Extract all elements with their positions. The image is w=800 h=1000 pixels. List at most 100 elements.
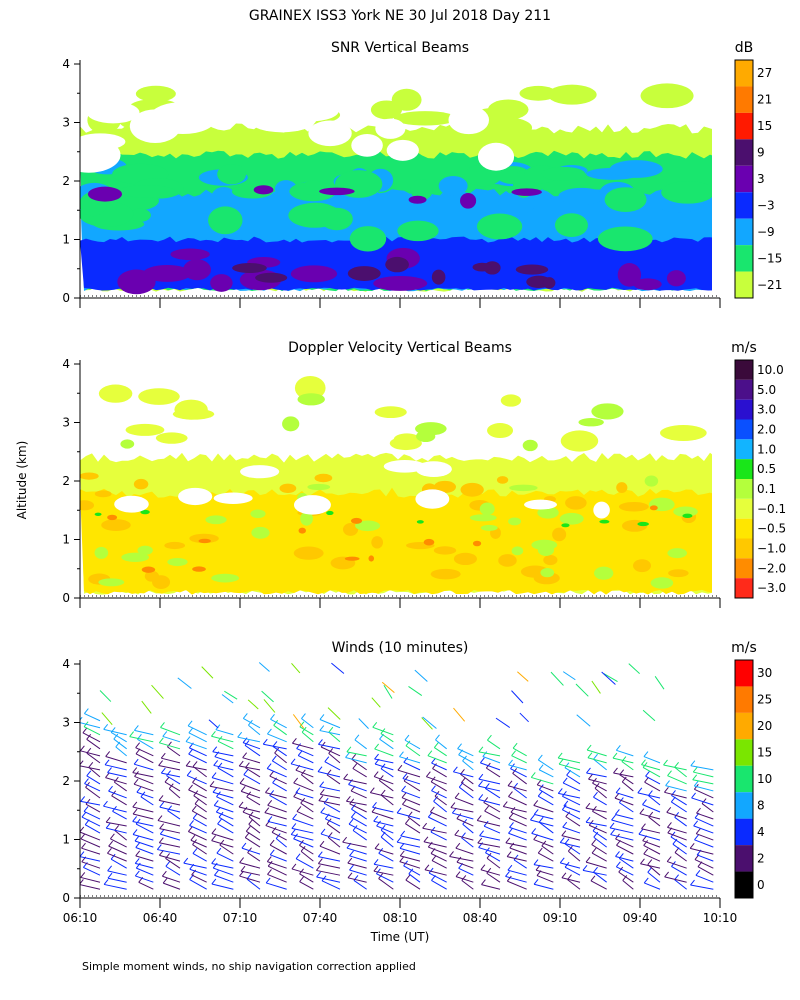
x-tick-label: 08:40 bbox=[463, 911, 498, 925]
colorbar-swatch bbox=[735, 60, 753, 87]
wind-barb bbox=[158, 799, 181, 806]
wind-barb bbox=[376, 873, 394, 883]
wind-barb bbox=[550, 671, 564, 686]
wind-barb-flag bbox=[372, 722, 378, 728]
wind-barb-flag bbox=[460, 777, 466, 783]
colorbar-swatch bbox=[735, 712, 753, 740]
wind-barb bbox=[507, 880, 527, 890]
colorbar-swatch bbox=[735, 871, 753, 898]
wind-barb-flag bbox=[643, 840, 649, 846]
wind-barb-flag bbox=[454, 792, 460, 799]
wind-barb bbox=[218, 816, 234, 827]
contour-patch bbox=[560, 430, 599, 452]
contour-patch bbox=[667, 548, 687, 559]
wind-barb bbox=[244, 744, 261, 757]
wind-barb bbox=[132, 772, 154, 778]
wind-barb-flag bbox=[324, 813, 330, 820]
wind-barb bbox=[80, 884, 101, 890]
wind-barb bbox=[591, 844, 607, 855]
contour-patch bbox=[371, 536, 384, 549]
wind-barb bbox=[614, 797, 634, 806]
wind-barb bbox=[216, 852, 234, 862]
wind-barb bbox=[374, 748, 394, 757]
contour-patch bbox=[129, 109, 181, 144]
wind-barb bbox=[237, 736, 261, 743]
contour-patch bbox=[155, 432, 188, 444]
wind-barb bbox=[115, 746, 127, 757]
wind-barb-flag bbox=[166, 770, 171, 777]
contour-patch bbox=[198, 538, 211, 544]
contour-patch bbox=[137, 545, 153, 555]
contour-patch bbox=[217, 164, 247, 185]
figure-title: GRAINEX ISS3 York NE 30 Jul 2018 Day 211 bbox=[249, 8, 551, 24]
wind-barb bbox=[239, 862, 261, 869]
wind-barb-flag bbox=[593, 791, 598, 798]
wind-barb bbox=[110, 838, 127, 848]
wind-barb-flag bbox=[405, 874, 411, 881]
wind-barb-flag bbox=[243, 769, 249, 775]
wind-barb-flag bbox=[403, 756, 409, 763]
wind-barb-flag bbox=[538, 764, 544, 771]
colorbar-label: −2.0 bbox=[757, 561, 786, 575]
wind-barb bbox=[135, 855, 154, 862]
wind-barb-flag bbox=[352, 763, 358, 769]
contour-patch bbox=[666, 270, 686, 287]
wind-barb bbox=[511, 690, 524, 704]
wind-barb-flag bbox=[293, 833, 298, 840]
contour-patch bbox=[342, 522, 359, 536]
contour-patch bbox=[87, 186, 123, 202]
contour-patch bbox=[370, 100, 403, 120]
colorbar-label: 4 bbox=[757, 825, 765, 839]
wind-barb bbox=[482, 756, 501, 764]
wind-barb bbox=[163, 882, 181, 890]
wind-barb-flag bbox=[158, 737, 164, 744]
wind-barb bbox=[619, 802, 634, 813]
wind-barb-flag bbox=[380, 824, 386, 831]
wind-barb-flag bbox=[480, 864, 486, 871]
wind-barb bbox=[358, 718, 369, 729]
wind-barb bbox=[486, 872, 501, 883]
wind-barb-flag bbox=[354, 734, 360, 741]
wind-barb-flag bbox=[132, 767, 138, 773]
wind-barb-flag bbox=[267, 728, 272, 735]
wind-barb bbox=[458, 754, 474, 764]
wind-barb-flag bbox=[424, 864, 430, 871]
wind-barb bbox=[694, 859, 714, 869]
wind-barb bbox=[211, 840, 234, 848]
y-tick-label: 2 bbox=[62, 474, 70, 488]
wind-barb bbox=[383, 685, 393, 699]
wind-barb-flag bbox=[293, 777, 299, 784]
contour-patch bbox=[682, 513, 693, 519]
contour-patch bbox=[94, 546, 109, 559]
wind-barb bbox=[248, 823, 261, 834]
wind-barb-flag bbox=[643, 751, 649, 757]
wind-barb-flag bbox=[86, 733, 92, 740]
wind-barb-flag bbox=[564, 762, 570, 768]
wind-barb bbox=[638, 833, 661, 841]
wind-barb bbox=[211, 777, 234, 785]
colorbar-label: 5.0 bbox=[757, 383, 776, 397]
contour-patch bbox=[668, 569, 689, 578]
wind-barb bbox=[558, 792, 581, 799]
contour-patch bbox=[94, 490, 112, 498]
wind-barb bbox=[562, 671, 576, 681]
wind-barb bbox=[263, 699, 276, 713]
wind-barb bbox=[637, 792, 661, 799]
wind-barb-flag bbox=[239, 778, 245, 784]
wind-barb-flag bbox=[376, 820, 381, 827]
wind-barb bbox=[533, 883, 554, 890]
wind-barb bbox=[672, 843, 687, 855]
wind-barb bbox=[267, 820, 287, 827]
wind-barb-flag bbox=[299, 876, 304, 882]
wind-barb-flag bbox=[296, 743, 302, 749]
wind-barb bbox=[424, 869, 447, 876]
wind-barb bbox=[295, 769, 314, 778]
wind-barb-flag bbox=[425, 771, 431, 778]
wind-barb bbox=[671, 865, 687, 876]
colorbar-label: −3.0 bbox=[757, 581, 786, 595]
wind-barb bbox=[594, 787, 607, 799]
wind-barb-flag bbox=[157, 815, 163, 821]
wind-barb bbox=[538, 852, 554, 862]
y-tick-label: 2 bbox=[62, 174, 70, 188]
wind-barb-flag bbox=[586, 767, 591, 774]
